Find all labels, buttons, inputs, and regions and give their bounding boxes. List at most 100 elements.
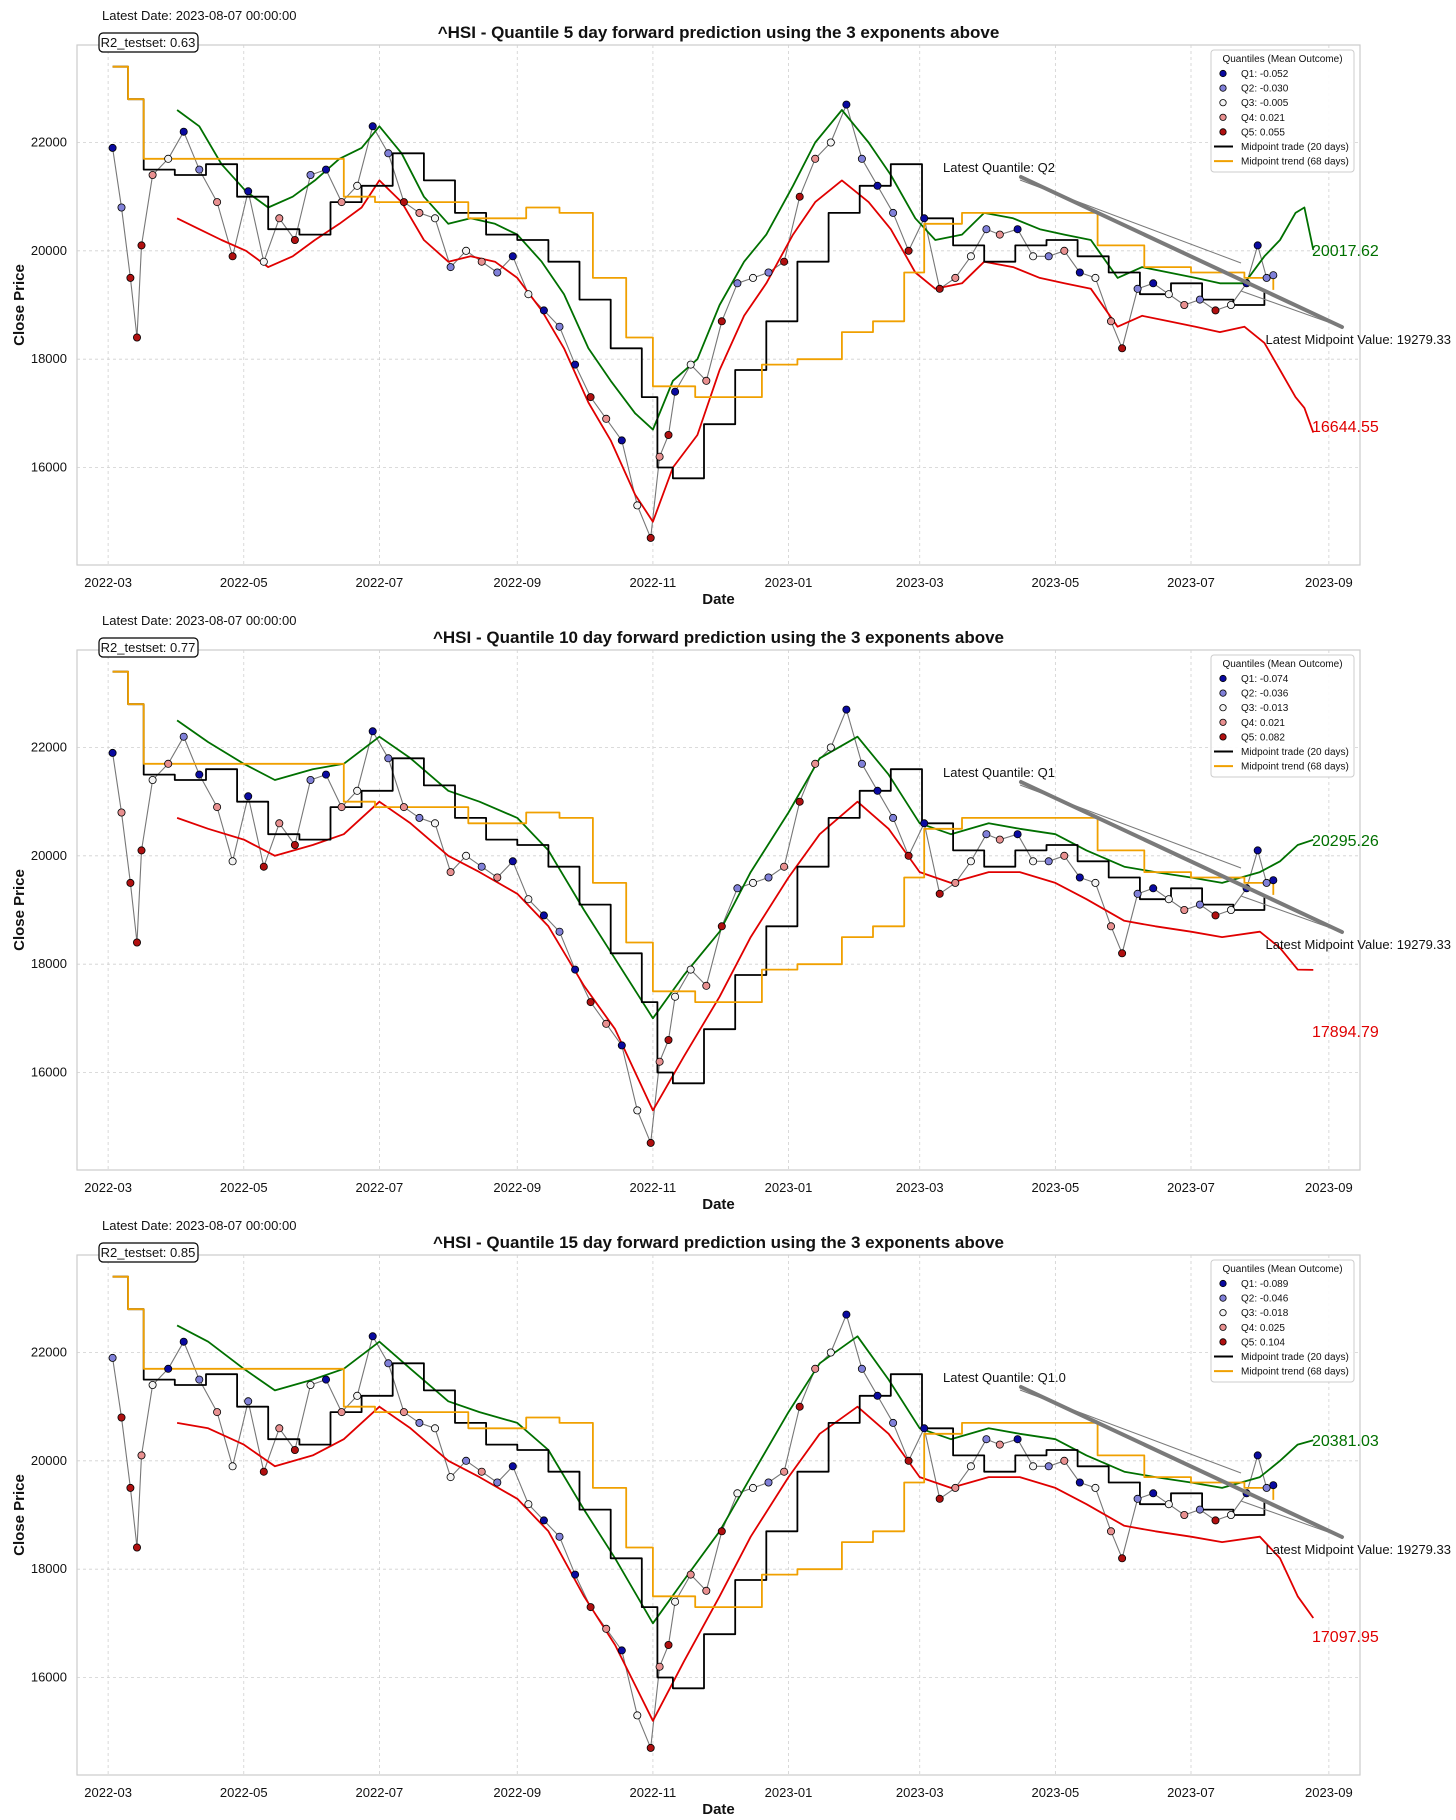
legend-marker-q2: [1219, 1294, 1227, 1302]
quantile-point-q5: [132, 1543, 141, 1552]
quantile-point-q2: [889, 1418, 898, 1427]
quantile-point-q1: [164, 1364, 173, 1373]
x-tick-label: 2022-09: [493, 575, 541, 590]
quantile-point-q5: [1118, 949, 1127, 958]
y-tick-label: 20000: [31, 848, 67, 863]
quantile-point-q3: [353, 786, 362, 795]
quantile-pointer-line: [1019, 1389, 1242, 1474]
plot-area: [76, 44, 1361, 566]
quantile-point-q5: [717, 922, 726, 931]
quantile-point-q2: [1195, 295, 1204, 304]
quantile-point-q4: [1107, 1527, 1116, 1536]
quantile-point-q2: [1044, 857, 1053, 866]
series-line-lower-band: [176, 179, 1315, 523]
quantile-point-q3: [1164, 1500, 1173, 1509]
quantile-point-q4: [1107, 317, 1116, 326]
x-tick-label: 2023-01: [765, 1785, 813, 1800]
quantile-point-q2: [555, 1532, 564, 1541]
quantile-point-q2: [1133, 284, 1142, 293]
x-tick-label: 2023-01: [765, 1180, 813, 1195]
quantile-point-q3: [966, 252, 975, 261]
y-axis-label: Close Price: [11, 264, 28, 346]
quantile-point-q3: [446, 1473, 455, 1482]
legend: Quantiles (Mean Outcome) Q1: -0.074 Q2: -0…: [1210, 654, 1355, 778]
legend-marker-q1: [1219, 1279, 1227, 1288]
quantile-point-q4: [602, 1019, 611, 1028]
quantile-point-q1: [368, 1332, 377, 1341]
quantile-point-q2: [555, 322, 564, 331]
chart-title: ^HSI - Quantile 5 day forward prediction…: [438, 23, 1000, 42]
x-tick-label: 2023-09: [1305, 1180, 1353, 1195]
x-tick-label: 2022-05: [220, 575, 268, 590]
quantile-point-q2: [764, 873, 773, 882]
x-tick-label: 2023-09: [1305, 575, 1353, 590]
y-tick-label: 18000: [31, 956, 67, 971]
quantile-point-q1: [842, 1310, 851, 1319]
plot-content: [108, 1275, 1315, 1752]
quantile-point-q4: [337, 198, 346, 207]
quantile-point-q4: [811, 759, 820, 768]
upper-band-end-value: 20295.26: [1312, 833, 1379, 850]
series-line-midpoint-trade-20-days: [112, 670, 1266, 1085]
quantile-point-q5: [117, 1413, 126, 1422]
quantile-point-q2: [117, 203, 126, 212]
latest-quantile-annotation: Latest Quantile: Q2: [943, 160, 1055, 175]
quantile-point-q2: [108, 1353, 117, 1362]
quantile-point-q4: [602, 1624, 611, 1633]
quantile-point-q3: [686, 360, 695, 369]
r2-badge: R2_testset: 0.85: [98, 1242, 199, 1263]
quantile-point-q1: [108, 748, 117, 757]
quantile-point-q1: [1013, 225, 1022, 234]
quantile-point-q3: [148, 776, 157, 785]
quantile-point-q3: [826, 138, 835, 147]
series-line-midpoint-trend-68-days: [112, 1275, 1275, 1608]
legend-marker-q5: [1219, 128, 1227, 136]
quantile-point-q3: [1227, 300, 1236, 309]
r2-testset-label: R2_testset: 0.63: [101, 35, 196, 50]
legend-marker-q4: [1219, 1323, 1227, 1331]
quantile-point-q1: [1253, 241, 1262, 250]
quantile-point-q2: [493, 1478, 502, 1487]
quantile-point-q4: [655, 452, 664, 461]
quantile-point-q3: [306, 1381, 315, 1390]
series-line-midpoint-trend-68-days: [112, 670, 1275, 1003]
quantile-point-q3: [1091, 1483, 1100, 1492]
legend-box: [1210, 49, 1355, 173]
x-tick-label: 2023-03: [896, 1180, 944, 1195]
series-line-midpoint-trend-68-days: [112, 65, 1275, 398]
quantile-point-q5: [1118, 344, 1127, 353]
legend-item-label: Midpoint trade (20 days): [1241, 747, 1349, 758]
quantile-point-q1: [1253, 1451, 1262, 1460]
quantile-point-q3: [259, 257, 268, 266]
quantile-point-q3: [1091, 878, 1100, 887]
quantile-point-q5: [664, 1641, 673, 1650]
quantile-point-q4: [148, 170, 157, 179]
latest-date-label: Latest Date: 2023-08-07 00:00:00: [102, 8, 296, 23]
quantile-point-q1: [873, 181, 882, 190]
quantile-point-q5: [399, 198, 408, 207]
quantile-point-q2: [195, 165, 204, 174]
legend-marker-q2: [1219, 689, 1227, 697]
plot-area: [76, 1254, 1361, 1776]
quantile-point-q2: [477, 862, 486, 871]
quantile-point-q1: [1149, 279, 1158, 288]
y-tick-label: 18000: [31, 1561, 67, 1576]
quantile-point-q3: [826, 743, 835, 752]
legend-item-label: Q1: -0.089: [1241, 1279, 1289, 1290]
quantile-point-q2: [1133, 889, 1142, 898]
latest-date-label: Latest Date: 2023-08-07 00:00:00: [102, 613, 296, 628]
quantile-point-q5: [228, 252, 237, 261]
quantile-point-q2: [555, 927, 564, 936]
quantile-point-q4: [213, 803, 222, 812]
quantile-point-q4: [275, 1424, 284, 1433]
quantile-point-q3: [462, 246, 471, 255]
quantile-point-q4: [415, 208, 424, 217]
quantile-point-q3: [1164, 895, 1173, 904]
lower-band-end-value: 17097.95: [1312, 1629, 1379, 1646]
r2-box: [98, 1242, 199, 1263]
x-tick-label: 2023-03: [896, 575, 944, 590]
quantile-point-q2: [889, 813, 898, 822]
legend-title: Quantiles (Mean Outcome): [1222, 1264, 1342, 1275]
quantile-point-q2: [384, 754, 393, 763]
